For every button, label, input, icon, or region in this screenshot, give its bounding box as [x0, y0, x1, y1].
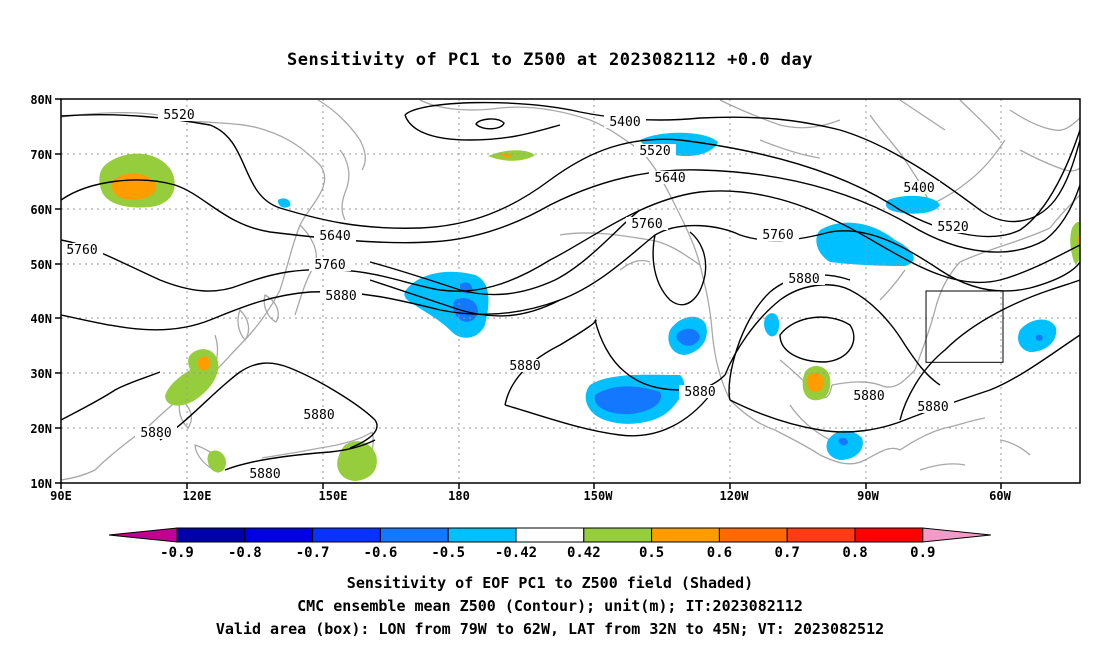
- map-frame: [60, 98, 1081, 484]
- colorbar-label: -0.9: [160, 545, 194, 561]
- y-tick-label: 20N: [30, 422, 52, 436]
- footer-line-1: Sensitivity of EOF PC1 to Z500 field (Sh…: [346, 574, 754, 592]
- colorbar-label: 0.6: [707, 545, 732, 561]
- colorbar-segment: [379, 527, 449, 543]
- chart-title: Sensitivity of PC1 to Z500 at 2023082112…: [286, 50, 813, 70]
- z500-contours: [61, 101, 1080, 471]
- sensitivity-shading: [99, 132, 1080, 481]
- contour-label: 5880: [325, 289, 356, 304]
- y-tick-label: 60N: [30, 203, 52, 217]
- contour-label: 5640: [654, 171, 685, 186]
- shade-region-positive: [207, 450, 226, 473]
- y-tick-label: 30N: [30, 367, 52, 381]
- y-tick-label: 10N: [30, 477, 52, 491]
- shade-region-strong-positive: [197, 356, 211, 371]
- shade-region-strong-negative: [594, 386, 662, 415]
- y-tick-label: 80N: [30, 93, 52, 107]
- colorbar-label: 0.9: [910, 545, 935, 561]
- colorbar-segment: [718, 527, 788, 543]
- shade-region-strong-negative: [838, 437, 848, 446]
- colorbar-segment: [651, 527, 720, 543]
- colorbar-label: -0.8: [228, 545, 262, 561]
- colorbar-high-triangle: [922, 527, 991, 543]
- contour-label: 5760: [314, 258, 345, 273]
- shade-region-negative: [764, 313, 780, 337]
- colorbar-segment: [854, 527, 924, 543]
- contour-label: 5520: [639, 144, 670, 159]
- contour-label: 5880: [788, 272, 819, 287]
- y-tick-label: 50N: [30, 258, 52, 272]
- colorbar-segment: [515, 527, 585, 543]
- colorbar-label: 0.8: [842, 545, 867, 561]
- contour-label: 5880: [853, 389, 884, 404]
- y-tick-label: 70N: [30, 148, 52, 162]
- grid-lines: [61, 99, 1080, 483]
- contour-label: 5880: [303, 408, 334, 423]
- valid-area-box: [925, 290, 1004, 363]
- colorbar-low-triangle: [108, 527, 178, 543]
- colorbar-label: -0.42: [495, 545, 537, 561]
- colorbar-label: 0.5: [639, 545, 664, 561]
- contour-label: 5760: [631, 217, 662, 232]
- footer-line-3: Valid area (box): LON from 79W to 62W, L…: [215, 620, 885, 638]
- colorbar-label: 0.42: [567, 545, 601, 561]
- shade-region-strong-positive: [806, 372, 824, 392]
- colorbar-segment: [447, 527, 517, 543]
- x-tick-label: 150E: [319, 489, 348, 503]
- y-tick-label: 40N: [30, 312, 52, 326]
- colorbar-segment: [176, 527, 246, 543]
- contour-label: 5760: [762, 228, 793, 243]
- shade-region-strong-negative: [1035, 334, 1043, 341]
- contour-label: 5880: [140, 426, 171, 441]
- colorbar-label: 0.7: [775, 545, 800, 561]
- shade-region-strong-negative: [676, 328, 700, 346]
- shade-region-negative: [885, 195, 940, 214]
- colorbar: -0.9 -0.8 -0.7 -0.6 -0.5 -0.42 0.42 0.5 0.6 0.7 0.…: [108, 527, 991, 561]
- colorbar-label: -0.5: [431, 545, 465, 561]
- contour-label: 5880: [684, 385, 715, 400]
- contour-label: 5760: [66, 243, 97, 258]
- y-tick-labels: 80N 70N 60N 50N 40N 30N 20N 10N: [30, 93, 52, 491]
- contour-label: 5880: [249, 467, 280, 482]
- contour-label: 5520: [937, 220, 968, 235]
- contour-labels: 5520 5400 5520 5640 5400 5520 5760 5640 …: [66, 108, 969, 482]
- shade-region-positive: [337, 441, 377, 481]
- x-tick-label: 60W: [989, 489, 1011, 503]
- shade-region-negative: [816, 222, 914, 266]
- shade-region-negative: [826, 430, 863, 460]
- x-tick-label: 90E: [50, 489, 72, 503]
- shade-region-negative: [277, 198, 291, 208]
- contour-label: 5880: [917, 400, 948, 415]
- contour-label: 5400: [609, 115, 640, 130]
- tick-marks: [55, 98, 1002, 489]
- contour-label: 5640: [319, 229, 350, 244]
- x-tick-label: 180: [448, 489, 470, 503]
- x-tick-label: 90W: [857, 489, 879, 503]
- colorbar-label: -0.6: [364, 545, 398, 561]
- footer-line-2: CMC ensemble mean Z500 (Contour); unit(m…: [297, 597, 803, 615]
- colorbar-segment: [244, 527, 314, 543]
- contour-label: 5520: [163, 108, 194, 123]
- x-tick-label: 150W: [584, 489, 614, 503]
- x-tick-labels: 90E 120E 150E 180 150W 120W 90W 60W: [50, 489, 1011, 503]
- coastlines: [61, 99, 1080, 481]
- shade-region-strong-positive: [1076, 235, 1080, 244]
- shade-region-positive: [1070, 221, 1080, 264]
- colorbar-label: -0.7: [296, 545, 330, 561]
- colorbar-segment: [583, 527, 653, 543]
- colorbar-segment: [786, 527, 856, 543]
- colorbar-segment: [312, 527, 381, 543]
- x-tick-label: 120W: [720, 489, 750, 503]
- x-tick-label: 120E: [183, 489, 212, 503]
- contour-label: 5400: [903, 181, 934, 196]
- contour-label: 5880: [509, 359, 540, 374]
- shade-region-strong-positive: [500, 152, 512, 158]
